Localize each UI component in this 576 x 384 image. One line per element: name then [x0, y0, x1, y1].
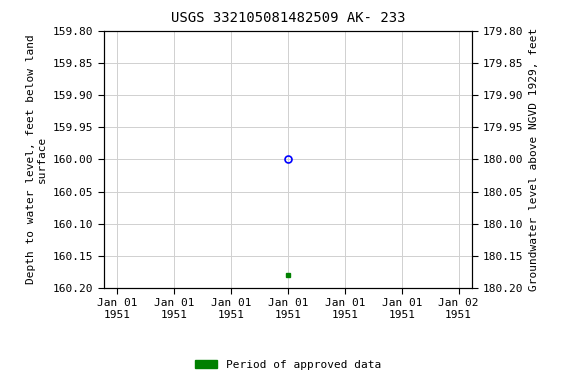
- Title: USGS 332105081482509 AK- 233: USGS 332105081482509 AK- 233: [170, 12, 406, 25]
- Y-axis label: Depth to water level, feet below land
surface: Depth to water level, feet below land su…: [25, 35, 47, 284]
- Y-axis label: Groundwater level above NGVD 1929, feet: Groundwater level above NGVD 1929, feet: [529, 28, 539, 291]
- Legend: Period of approved data: Period of approved data: [191, 356, 385, 375]
